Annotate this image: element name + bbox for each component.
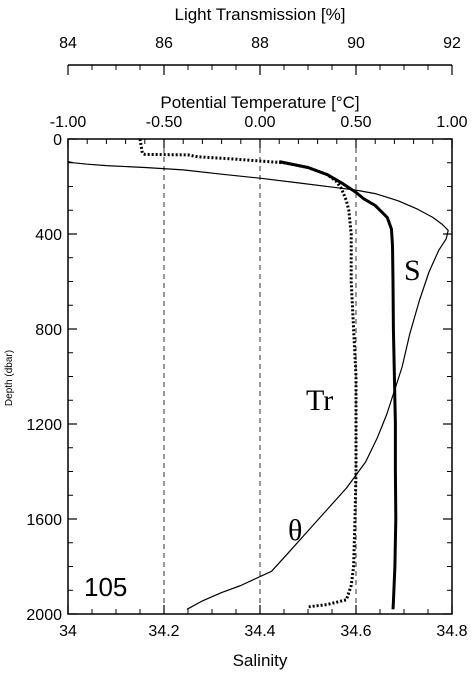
depth-tick-label: 2000	[26, 607, 62, 624]
salinity-tick-label: 34.2	[148, 623, 179, 640]
series-line	[138, 138, 358, 609]
temperature-tick-label: -1.00	[50, 114, 87, 131]
series-line	[278, 160, 398, 610]
depth-tick-label: 1200	[26, 417, 62, 434]
series-line	[67, 161, 449, 610]
light-transmission-tick-label: 90	[347, 35, 365, 52]
light-transmission-tick-label: 84	[59, 35, 77, 52]
temperature-tick-label: 0.50	[340, 114, 371, 131]
depth-tick-label: 1600	[26, 512, 62, 529]
station-label: 105	[84, 572, 127, 602]
curve-label-s: S	[404, 254, 421, 287]
salinity-tick-label: 34.4	[244, 623, 275, 640]
light-transmission-tick-label: 86	[155, 35, 173, 52]
tick-labels: 34 34.2 34.4 34.6 34.8 -1.00 -0.50 0.00 0.50 1.00…	[26, 35, 467, 640]
salinity-axis-title: Salinity	[233, 651, 288, 670]
depth-tick-label: 0	[53, 132, 62, 149]
light-transmission-axis-title: Light Transmission [%]	[174, 5, 345, 24]
light-transmission-tick-label: 92	[443, 35, 461, 52]
temperature-tick-label: 1.00	[436, 114, 467, 131]
curve-label-tr: Tr	[306, 384, 333, 417]
depth-tick-label: 400	[35, 227, 62, 244]
depth-axis-title: Depth (dbar)	[4, 350, 15, 406]
series-layer	[67, 138, 449, 610]
salinity-tick-label: 34.6	[340, 623, 371, 640]
potential-temperature-axis-title: Potential Temperature [°C]	[160, 93, 359, 112]
temperature-tick-label: -0.50	[146, 114, 183, 131]
salinity-tick-label: 34.8	[436, 623, 467, 640]
grid-lines	[163, 139, 357, 614]
tick-marks	[67, 64, 453, 615]
salinity-tick-label: 34	[59, 623, 77, 640]
light-transmission-tick-label: 88	[251, 35, 269, 52]
curve-label-theta: θ	[288, 514, 302, 547]
temperature-tick-label: 0.00	[244, 114, 275, 131]
depth-tick-label: 800	[35, 322, 62, 339]
